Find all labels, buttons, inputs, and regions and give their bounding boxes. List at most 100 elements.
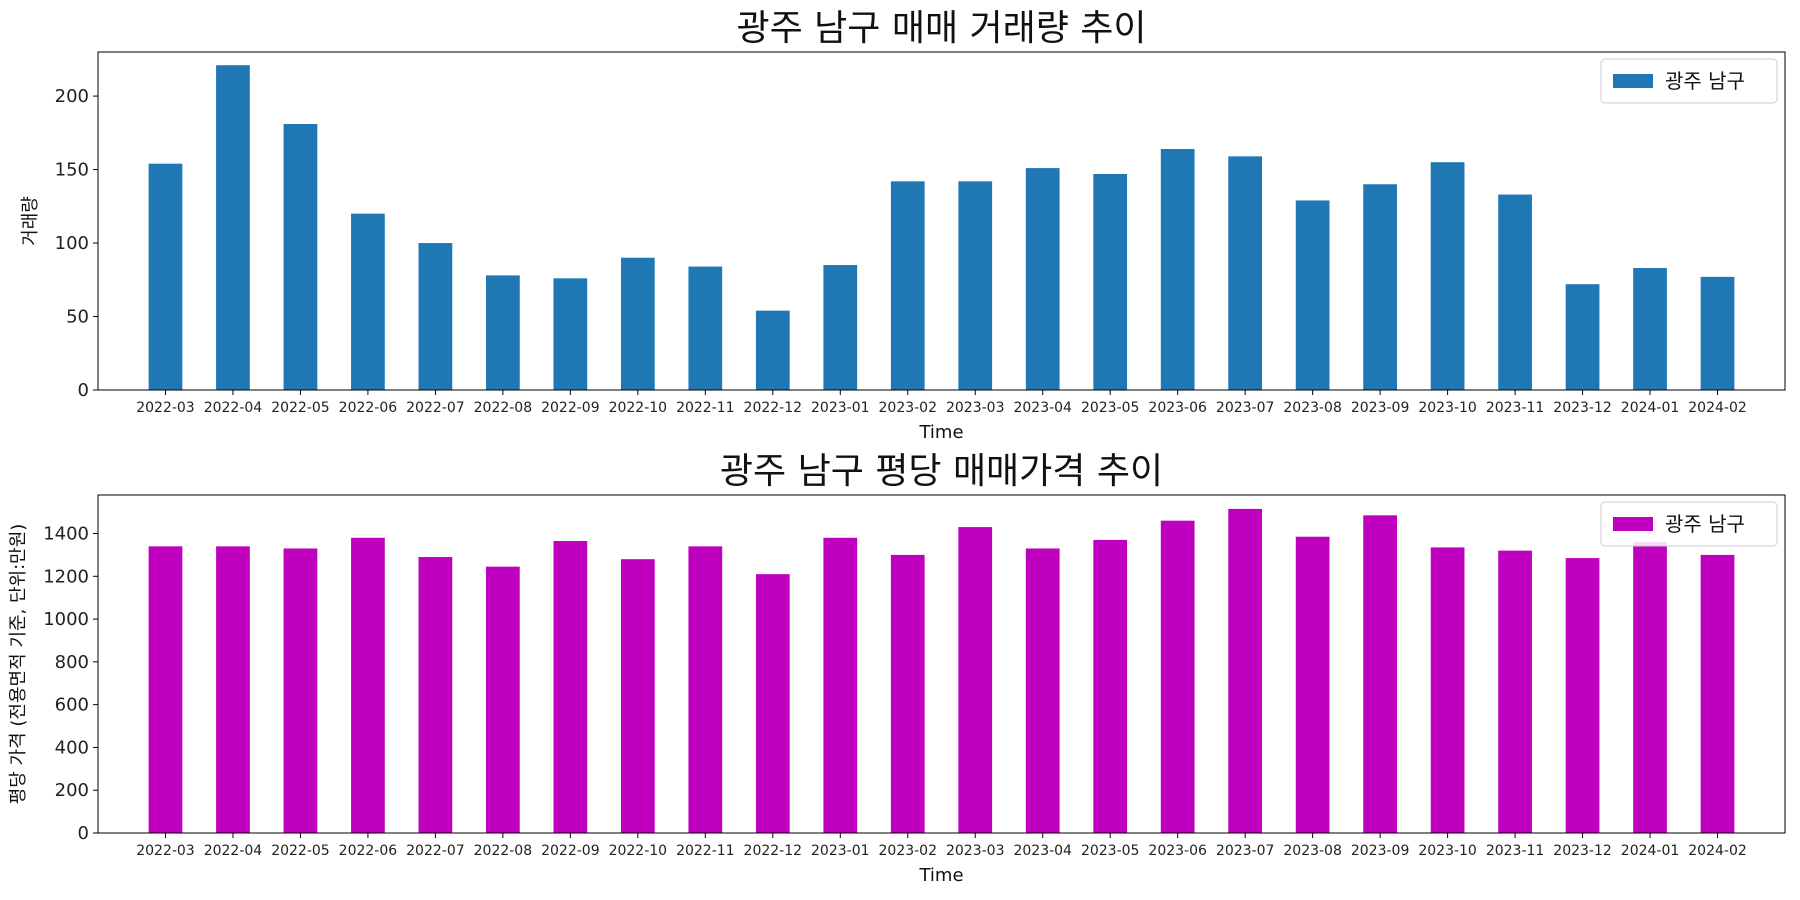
bar-2022-11 [688,266,723,390]
legend: 광주 남구 [1600,58,1778,104]
bar-2024-01 [1633,268,1667,390]
y-tick-label: 1200 [43,566,89,587]
bar-2022-12 [755,310,790,390]
bar-2023-12 [1565,284,1600,390]
x-tick-label: 2022-11 [676,843,735,859]
legend: 광주 남구 [1600,501,1778,547]
bar-2022-05 [283,548,318,833]
bar-2023-01 [823,537,858,833]
bar-2023-09 [1363,184,1397,390]
x-tick-label: 2022-09 [541,400,600,416]
bar-2023-11 [1498,550,1532,833]
x-tick-label: 2022-04 [204,843,263,859]
y-tick-label: 0 [78,380,89,401]
bar-2023-08 [1295,200,1330,390]
bar-2022-04 [216,65,250,391]
x-tick-label: 2023-08 [1283,843,1342,859]
x-tick-label: 2023-09 [1351,400,1410,416]
bar-2023-05 [1093,539,1128,833]
bar-2023-07 [1228,156,1263,390]
y-axis-title: 거래량 [20,196,41,246]
y-tick-label: 100 [55,233,89,254]
x-tick-label: 2023-09 [1351,843,1410,859]
x-tick-label: 2023-10 [1418,400,1477,416]
y-tick-label: 400 [55,737,89,758]
y-tick-label: 0 [78,823,89,844]
x-tick-label: 2023-03 [946,400,1005,416]
x-tick-label: 2022-05 [271,843,330,859]
bar-2023-11 [1498,194,1532,390]
chart-title: 광주 남구 평당 매매가격 추이 [720,451,1163,492]
x-tick-label: 2023-11 [1486,400,1545,416]
x-tick-label: 2022-12 [744,843,803,859]
bar-2023-08 [1295,536,1330,833]
y-tick-label: 200 [55,86,89,107]
chart-title: 광주 남구 매매 거래량 추이 [736,8,1146,49]
x-tick-label: 2024-02 [1688,843,1747,859]
x-tick-label: 2022-12 [744,400,803,416]
bar-2023-10 [1430,162,1465,390]
x-tick-label: 2023-05 [1081,400,1140,416]
y-tick-label: 200 [55,780,89,801]
x-tick-label: 2023-12 [1553,843,1612,859]
x-tick-label: 2023-06 [1148,400,1207,416]
x-tick-label: 2022-08 [474,843,533,859]
x-tick-label: 2022-07 [406,400,465,416]
x-tick-label: 2023-08 [1283,400,1342,416]
x-tick-label: 2022-10 [609,843,668,859]
plot-frame [97,51,1786,391]
bar-2023-02 [890,181,925,390]
bar-2023-04 [1025,548,1060,833]
bar-2023-03 [958,181,993,390]
bar-2022-10 [620,559,655,833]
x-tick-label: 2023-01 [811,400,870,416]
bar-2022-07 [418,557,453,833]
x-tick-label: 2022-07 [406,843,465,859]
x-tick-label: 2023-03 [946,843,1005,859]
bar-2023-06 [1160,520,1195,833]
bar-2023-01 [823,265,858,390]
x-axis-title: Time [918,422,963,443]
bar-2023-06 [1160,148,1195,390]
bar-2023-04 [1025,168,1060,390]
x-tick-label: 2023-04 [1013,843,1072,859]
x-tick-label: 2022-06 [339,400,398,416]
bar-2023-03 [958,527,993,833]
bar-2022-04 [216,546,250,833]
bar-2023-12 [1565,558,1600,833]
x-tick-label: 2023-02 [879,843,938,859]
legend-label: 광주 남구 [1665,69,1745,93]
y-tick-label: 1000 [43,609,89,630]
bar-2022-05 [283,124,318,390]
bar-2022-10 [620,257,655,390]
plot-frame [97,494,1786,834]
x-tick-label: 2022-05 [271,400,330,416]
x-tick-label: 2022-06 [339,843,398,859]
bar-2022-03 [148,163,183,390]
x-tick-label: 2023-10 [1418,843,1477,859]
legend-box [1600,58,1778,104]
x-tick-label: 2023-07 [1216,400,1275,416]
bar-2024-01 [1633,542,1667,833]
x-tick-label: 2023-12 [1553,400,1612,416]
x-tick-label: 2022-11 [676,400,735,416]
bar-2022-06 [351,537,385,833]
bar-2023-09 [1363,515,1397,833]
legend-box [1600,501,1778,547]
y-tick-label: 800 [55,652,89,673]
bar-2022-03 [148,546,183,833]
y-tick-label: 600 [55,695,89,716]
x-tick-label: 2023-02 [879,400,938,416]
chart-panel-2: 광주 남구 평당 매매가격 추이 2022-03 2022-04 2022-05 202… [8,451,1786,886]
x-tick-label: 2023-06 [1148,843,1207,859]
x-tick-label: 2023-07 [1216,843,1275,859]
x-tick-label: 2022-03 [136,843,195,859]
y-axis-title: 평당 가격 (전용면적 기준, 단위:만원) [8,524,29,805]
bar-2023-05 [1093,173,1128,390]
bar-2022-12 [755,574,790,833]
x-tick-label: 2023-11 [1486,843,1545,859]
x-tick-label: 2022-10 [609,400,668,416]
x-tick-label: 2023-05 [1081,843,1140,859]
x-tick-label: 2023-04 [1013,400,1072,416]
